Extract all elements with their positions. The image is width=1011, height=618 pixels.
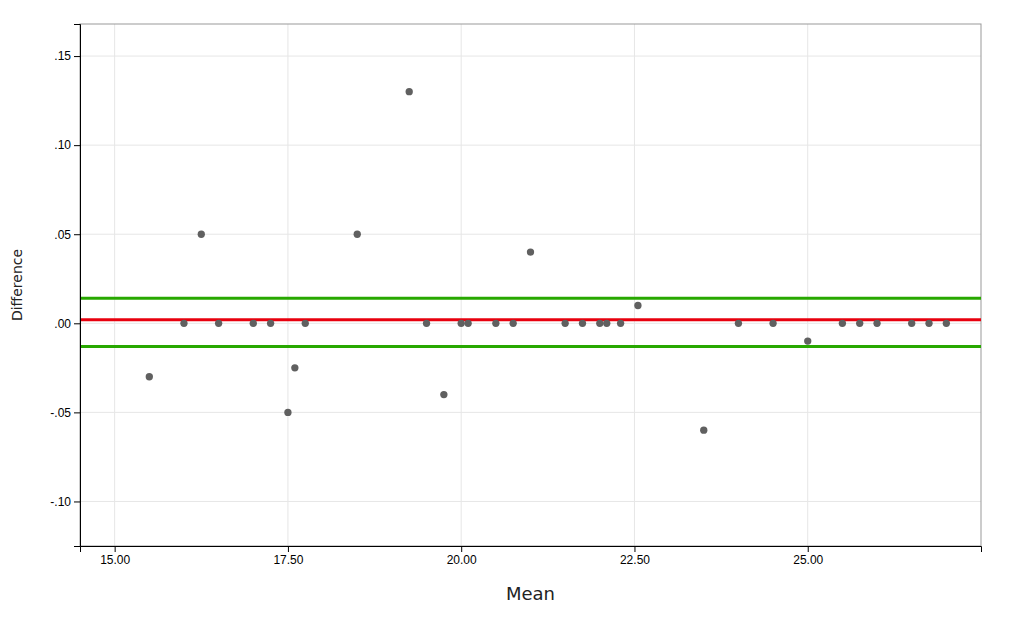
reference-line [80, 345, 981, 348]
x-tick-mark [288, 546, 289, 552]
y-grid-line [80, 234, 981, 235]
y-tick: .05 [54, 228, 80, 242]
point [617, 320, 624, 327]
x-tick-mark [634, 546, 635, 552]
x-tick-label: 17.50 [273, 553, 303, 567]
point [198, 231, 205, 238]
reference-line [80, 318, 981, 321]
x-tick-mark [115, 546, 116, 552]
point [769, 320, 776, 327]
point [423, 320, 430, 327]
y-tick-label: .15 [54, 49, 71, 63]
x-grid-line [114, 24, 115, 546]
point [284, 409, 291, 416]
y-tick-label: .00 [54, 317, 71, 331]
point [925, 320, 932, 327]
point [180, 320, 187, 327]
x-grid-line [461, 24, 462, 546]
point [735, 320, 742, 327]
point [561, 320, 568, 327]
y-axis-title: Difference [9, 249, 25, 321]
point [250, 320, 257, 327]
x-tick: 22.50 [620, 546, 650, 567]
y-grid-line [80, 56, 981, 57]
y-tick: -.05 [50, 406, 80, 420]
point [354, 231, 361, 238]
y-axis: -.10 -.05 .00 .05 .10 .15 [50, 25, 80, 547]
x-tick-label: 15.00 [100, 553, 130, 567]
x-grid-line [287, 24, 288, 546]
x-tick: 17.50 [273, 546, 303, 567]
point [804, 337, 811, 344]
y-tick-mark [74, 412, 80, 413]
chart: 15.00 17.50 20.00 22.50 25.00 -.10 -.05 .00 .05.… [0, 0, 1011, 618]
point [634, 302, 641, 309]
x-axis-title: Mean [506, 583, 555, 604]
point [527, 248, 534, 255]
point [464, 320, 471, 327]
y-tick-mark [74, 234, 80, 235]
x-tick-label: 22.50 [620, 553, 650, 567]
y-grid-line [80, 501, 981, 502]
point [700, 427, 707, 434]
point [406, 88, 413, 95]
point [302, 320, 309, 327]
x-grid-line [807, 24, 808, 546]
point [856, 320, 863, 327]
y-tick: .10 [54, 138, 80, 152]
point [440, 391, 447, 398]
point [215, 320, 222, 327]
x-tick: 20.00 [447, 546, 477, 567]
point [908, 320, 915, 327]
y-tick-mark [74, 501, 80, 502]
point [579, 320, 586, 327]
point [146, 373, 153, 380]
y-tick: -.10 [50, 495, 80, 509]
x-tick: 15.00 [100, 546, 130, 567]
y-tick-label: -.10 [50, 495, 71, 509]
plot-area [80, 88, 981, 434]
reference-line [80, 297, 981, 300]
grid [80, 24, 981, 546]
point [510, 320, 517, 327]
plot-frame [80, 24, 981, 546]
point [603, 320, 610, 327]
y-tick: .00 [54, 317, 80, 331]
y-tick-label: .10 [54, 138, 71, 152]
point [873, 320, 880, 327]
y-tick: .15 [54, 49, 80, 63]
point [492, 320, 499, 327]
x-tick-mark [808, 546, 809, 552]
x-tick-label: 25.00 [793, 553, 823, 567]
point [943, 320, 950, 327]
point [839, 320, 846, 327]
x-tick-label: 20.00 [447, 553, 477, 567]
y-tick-label: -.05 [50, 406, 71, 420]
y-tick-mark [74, 56, 80, 57]
y-tick-mark [74, 145, 80, 146]
y-tick-mark [74, 323, 80, 324]
point [267, 320, 274, 327]
x-axis: 15.00 17.50 20.00 22.50 25.00 [81, 546, 982, 567]
y-grid-line [80, 145, 981, 146]
point [291, 364, 298, 371]
x-axis-line [81, 547, 982, 553]
y-grid-line [80, 412, 981, 413]
point [596, 320, 603, 327]
x-tick-mark [461, 546, 462, 552]
point [458, 320, 465, 327]
x-grid-line [634, 24, 635, 546]
x-tick: 25.00 [793, 546, 823, 567]
y-tick-label: .05 [54, 228, 71, 242]
y-axis-line [74, 25, 81, 547]
